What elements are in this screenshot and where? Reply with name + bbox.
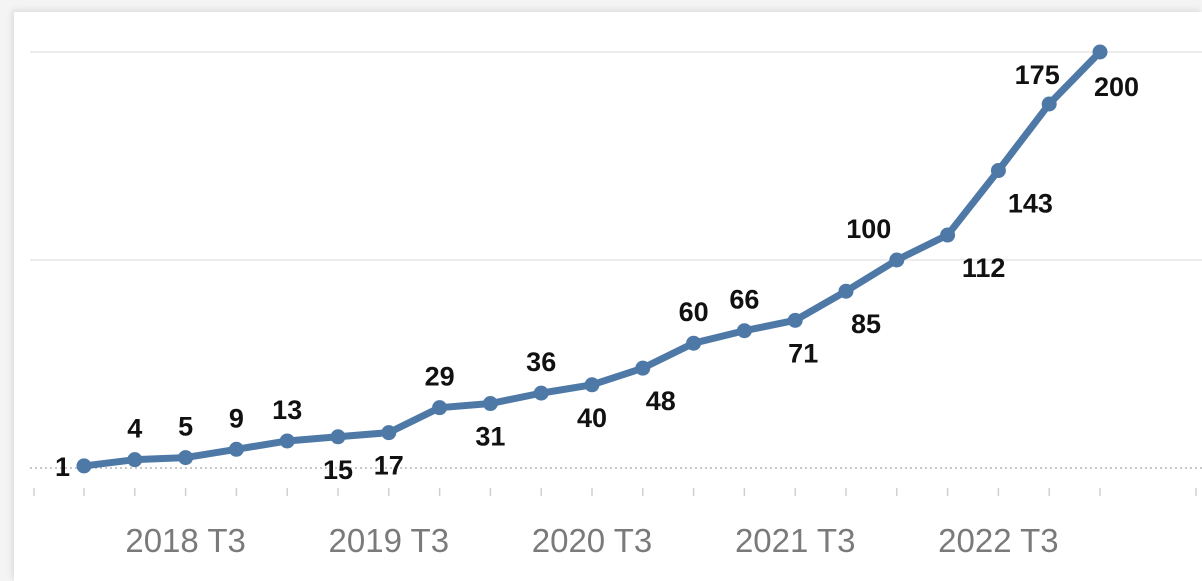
data-point-19	[1041, 96, 1057, 112]
gridlines	[30, 51, 1202, 469]
data-label-17: 112	[962, 253, 1006, 283]
x-axis: 2018 T3 2019 T3 2020 T3 2021 T3 2022 T3	[33, 488, 1197, 559]
data-label-12: 60	[679, 297, 709, 327]
data-label-8: 31	[475, 422, 505, 452]
chart-panel: 2018 T3 2019 T3 2020 T3 2021 T3 2022 T3 1 4 5 9…	[14, 12, 1202, 581]
data-point-17	[940, 227, 956, 243]
x-tick-label-4: 2022 T3	[938, 522, 1059, 559]
data-point-0	[76, 458, 92, 474]
data-label-14: 71	[788, 338, 818, 368]
data-labels: 1 4 5 9 13 15 17 29 31 36 40 48 60 66 71 85 100 112 143 175…	[55, 60, 1139, 485]
data-points	[76, 44, 1108, 474]
data-label-0: 1	[55, 452, 70, 482]
data-label-11: 48	[646, 386, 676, 416]
data-point-18	[990, 163, 1006, 179]
data-label-10: 40	[577, 403, 607, 433]
data-point-6	[381, 425, 397, 441]
data-point-5	[330, 429, 346, 445]
data-label-7: 29	[425, 362, 455, 392]
data-point-9	[533, 385, 549, 401]
line-chart: 2018 T3 2019 T3 2020 T3 2021 T3 2022 T3 1 4 5 9…	[30, 44, 1202, 559]
data-point-1	[127, 452, 143, 468]
data-label-15: 85	[851, 309, 881, 339]
data-label-5: 15	[323, 455, 353, 485]
data-point-8	[482, 396, 498, 412]
data-point-16	[889, 252, 905, 268]
data-point-4	[279, 433, 295, 449]
data-label-3: 9	[229, 403, 244, 433]
data-point-2	[178, 450, 194, 466]
data-point-3	[228, 441, 244, 457]
data-label-2: 5	[178, 412, 193, 442]
data-point-13	[736, 323, 752, 339]
data-label-20: 200	[1094, 72, 1139, 102]
x-tick-label-3: 2021 T3	[735, 522, 856, 559]
data-label-4: 13	[272, 395, 302, 425]
data-point-15	[838, 283, 854, 299]
data-label-16: 100	[846, 214, 891, 244]
data-label-13: 66	[729, 285, 759, 315]
data-point-11	[635, 360, 651, 376]
data-label-9: 36	[526, 347, 556, 377]
data-label-6: 17	[374, 451, 404, 481]
data-label-19: 175	[1015, 60, 1060, 90]
data-point-7	[432, 400, 448, 416]
data-label-1: 4	[127, 414, 142, 444]
data-point-20	[1092, 44, 1108, 60]
x-tick-label-2: 2020 T3	[532, 522, 653, 559]
data-label-18: 143	[1008, 189, 1053, 219]
data-point-12	[686, 335, 702, 351]
data-point-10	[584, 377, 600, 393]
x-tick-label-1: 2019 T3	[329, 522, 450, 559]
data-point-14	[787, 312, 803, 328]
x-tick-label-0: 2018 T3	[125, 522, 246, 559]
